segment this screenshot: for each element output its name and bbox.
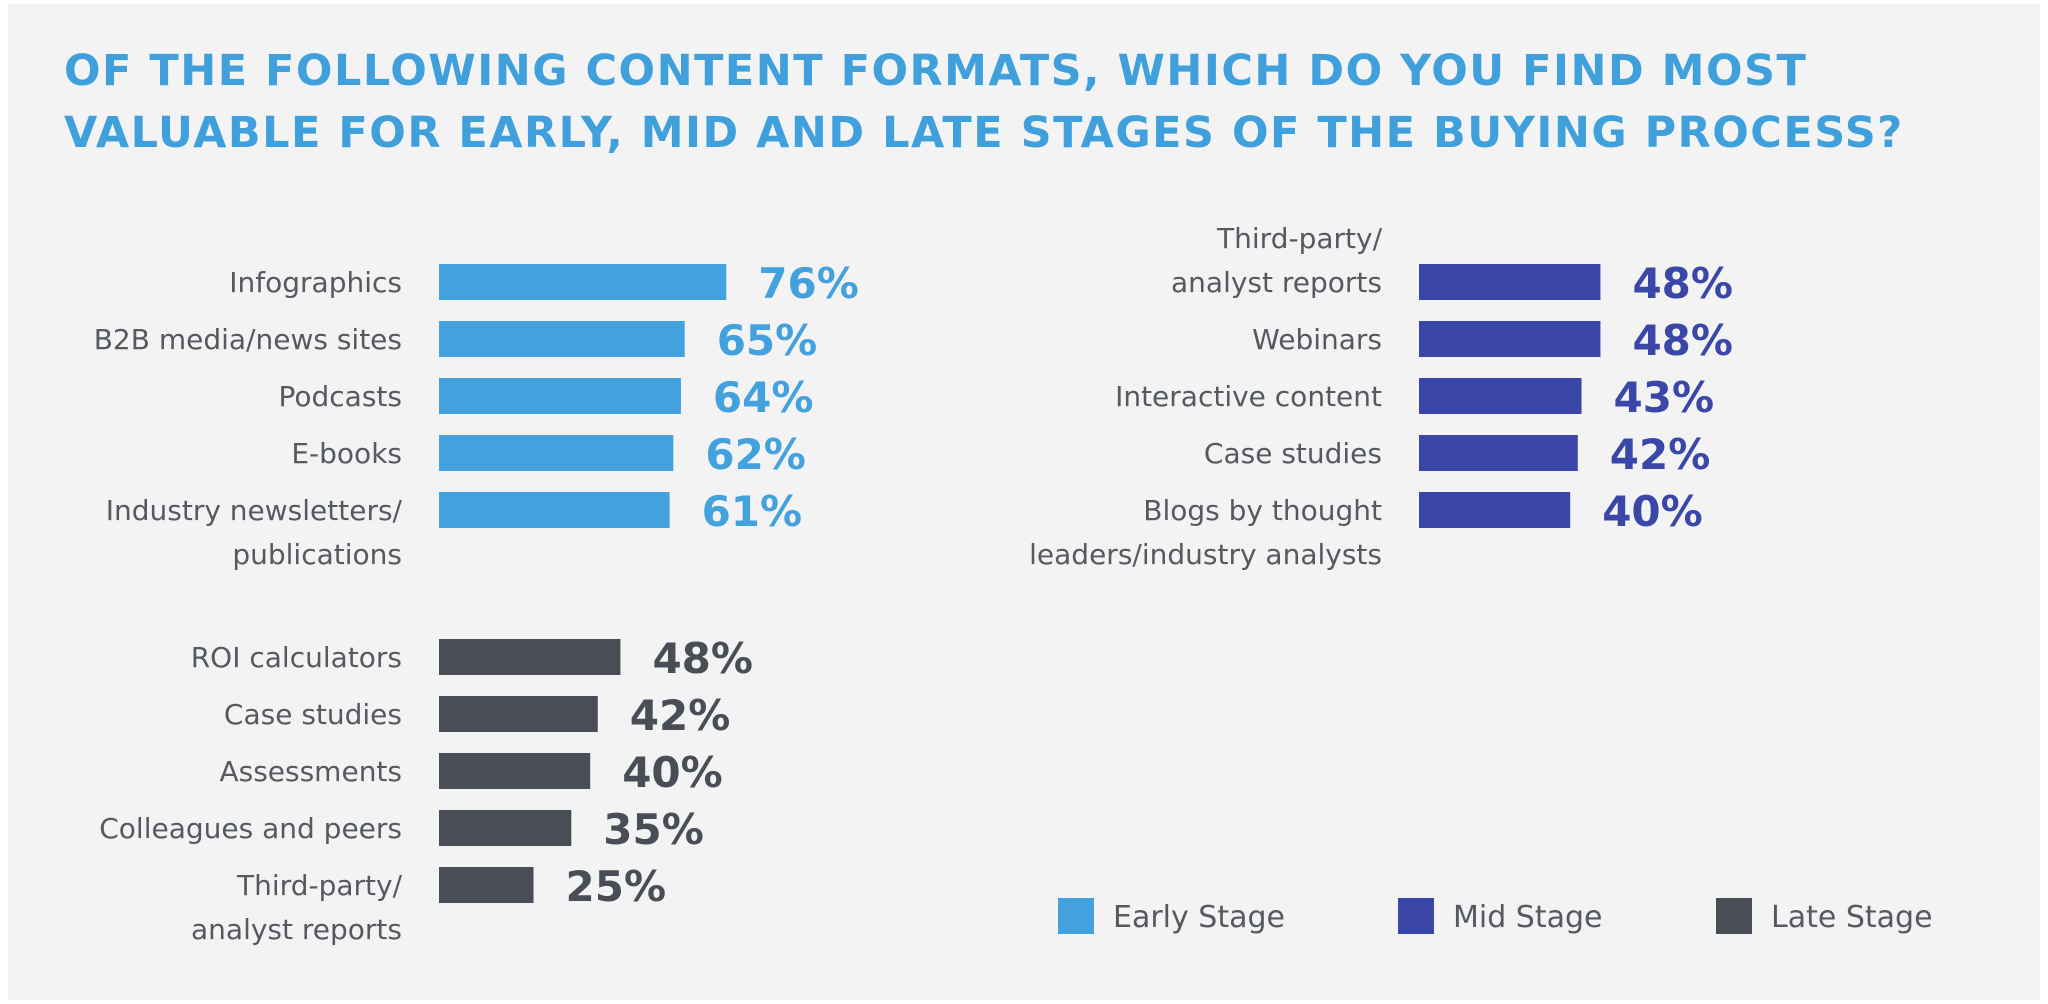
bar — [439, 753, 591, 789]
value-label: 40% — [622, 748, 723, 797]
bar-groups: Infographics 76% B2B media/news sites 65% Po… — [94, 222, 1733, 946]
bar — [439, 867, 534, 903]
category-label-line: Webinars — [1252, 323, 1382, 356]
category-label-line: Third-party/ — [236, 869, 403, 902]
category-label-line: publications — [232, 538, 402, 571]
category-label: Blogs by thought leaders/industry analyst… — [1029, 494, 1382, 571]
value-label: 64% — [713, 373, 814, 422]
category-label-line: Case studies — [224, 698, 402, 731]
bar — [439, 810, 572, 846]
category-label-line: Industry newsletters/ — [106, 494, 403, 527]
value-label: 40% — [1602, 487, 1703, 536]
bar — [1419, 321, 1601, 357]
bar — [439, 639, 621, 675]
category-label-line: Colleagues and peers — [99, 812, 402, 845]
category-label-line: Podcasts — [279, 380, 403, 413]
bar — [439, 696, 598, 732]
category-label-line: analyst reports — [1171, 266, 1382, 299]
bar-group-2: Third-party/analyst reports 48% Webinars 48… — [1029, 222, 1733, 571]
category-label: Third-party/analyst reports — [1171, 222, 1383, 299]
value-label: 48% — [652, 634, 753, 683]
category-label: B2B media/news sites — [94, 323, 402, 356]
legend: Early Stage Mid Stage Late Stage — [1058, 898, 1933, 935]
category-label-line: Assessments — [219, 755, 402, 788]
bar — [1419, 435, 1578, 471]
category-label: Industry newsletters/publications — [106, 494, 403, 571]
value-label: 43% — [1614, 373, 1715, 422]
category-label: Colleagues and peers — [99, 812, 402, 845]
bar — [439, 264, 727, 300]
legend-label: Late Stage — [1771, 900, 1933, 935]
value-label: 42% — [630, 691, 731, 740]
category-label: Webinars — [1252, 323, 1382, 356]
category-label: E-books — [291, 437, 402, 470]
bar — [439, 435, 674, 471]
value-label: 48% — [1632, 259, 1733, 308]
bar — [1419, 492, 1571, 528]
chart-canvas: OF THE FOLLOWING CONTENT FORMATS, WHICH … — [8, 4, 2040, 1000]
category-label-line: Third-party/ — [1216, 222, 1383, 255]
value-label: 25% — [566, 862, 667, 911]
category-label-line: Interactive content — [1115, 380, 1382, 413]
legend-swatch — [1398, 898, 1434, 934]
bar — [1419, 264, 1601, 300]
bar — [1419, 378, 1582, 414]
value-label: 76% — [758, 259, 859, 308]
category-label: ROI calculators — [191, 641, 402, 674]
category-label: Assessments — [219, 755, 402, 788]
value-label: 62% — [705, 430, 806, 479]
value-label: 61% — [702, 487, 803, 536]
legend-swatch — [1058, 898, 1094, 934]
category-label-line: Case studies — [1204, 437, 1382, 470]
legend-label: Early Stage — [1113, 900, 1285, 935]
category-label: Podcasts — [279, 380, 403, 413]
bar-group-1: Infographics 76% B2B media/news sites 65% Po… — [94, 259, 859, 571]
legend-item: Late Stage — [1716, 898, 1933, 935]
category-label-line: Blogs by thought — [1143, 494, 1382, 527]
bar-chart: Infographics 76% B2B media/news sites 65% Po… — [94, 222, 1933, 946]
category-label-line: E-books — [291, 437, 402, 470]
category-label-line: analyst reports — [191, 913, 402, 946]
bar — [439, 492, 670, 528]
value-label: 35% — [603, 805, 704, 854]
category-label: Infographics — [229, 266, 402, 299]
chart-title-line-2: VALUABLE FOR EARLY, MID AND LATE STAGES … — [64, 108, 1904, 158]
legend-label: Mid Stage — [1453, 900, 1603, 935]
chart-title: OF THE FOLLOWING CONTENT FORMATS, WHICH … — [64, 40, 2024, 164]
category-label-line: leaders/industry analysts — [1029, 538, 1382, 571]
chart-title-line-1: OF THE FOLLOWING CONTENT FORMATS, WHICH … — [64, 46, 1808, 96]
category-label: Case studies — [1204, 437, 1382, 470]
legend-item: Early Stage — [1058, 898, 1285, 935]
bar — [439, 321, 685, 357]
value-label: 42% — [1610, 430, 1711, 479]
value-label: 48% — [1632, 316, 1733, 365]
category-label-line: Infographics — [229, 266, 402, 299]
category-label: Third-party/analyst reports — [191, 869, 403, 946]
legend-item: Mid Stage — [1398, 898, 1603, 935]
category-label: Interactive content — [1115, 380, 1382, 413]
bar-group-3: ROI calculators 48% Case studies 42% Assessm… — [99, 634, 753, 946]
category-label-line: B2B media/news sites — [94, 323, 402, 356]
legend-swatch — [1716, 898, 1752, 934]
category-label-line: ROI calculators — [191, 641, 402, 674]
bar — [439, 378, 681, 414]
category-label: Case studies — [224, 698, 402, 731]
value-label: 65% — [717, 316, 818, 365]
